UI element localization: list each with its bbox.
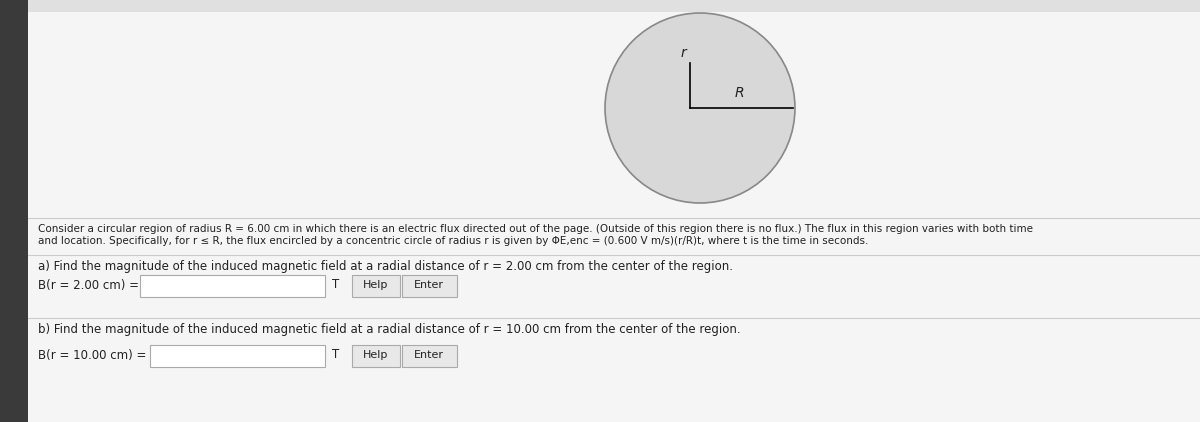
Bar — [0, 0, 28, 422]
Bar — [28, 0, 1200, 12]
FancyBboxPatch shape — [352, 275, 400, 297]
FancyBboxPatch shape — [402, 275, 457, 297]
Text: r: r — [680, 46, 686, 60]
Text: B(r = 2.00 cm) =: B(r = 2.00 cm) = — [38, 279, 139, 292]
Text: Enter: Enter — [414, 350, 444, 360]
FancyBboxPatch shape — [150, 345, 325, 367]
Text: Enter: Enter — [414, 280, 444, 290]
Text: a) Find the magnitude of the induced magnetic field at a radial distance of r = : a) Find the magnitude of the induced mag… — [38, 260, 733, 273]
Text: B(r = 10.00 cm) =: B(r = 10.00 cm) = — [38, 349, 146, 362]
FancyBboxPatch shape — [352, 345, 400, 367]
FancyBboxPatch shape — [402, 345, 457, 367]
Text: Consider a circular region of radius R = 6.00 cm in which there is an electric f: Consider a circular region of radius R =… — [38, 224, 1033, 234]
Text: R: R — [734, 86, 745, 100]
Text: T: T — [332, 279, 340, 292]
Text: T: T — [332, 349, 340, 362]
Text: Help: Help — [364, 350, 389, 360]
Text: and location. Specifically, for r ≤ R, the flux encircled by a concentric circle: and location. Specifically, for r ≤ R, t… — [38, 236, 869, 246]
Circle shape — [605, 13, 796, 203]
Text: b) Find the magnitude of the induced magnetic field at a radial distance of r = : b) Find the magnitude of the induced mag… — [38, 323, 740, 336]
FancyBboxPatch shape — [140, 275, 325, 297]
Text: Help: Help — [364, 280, 389, 290]
